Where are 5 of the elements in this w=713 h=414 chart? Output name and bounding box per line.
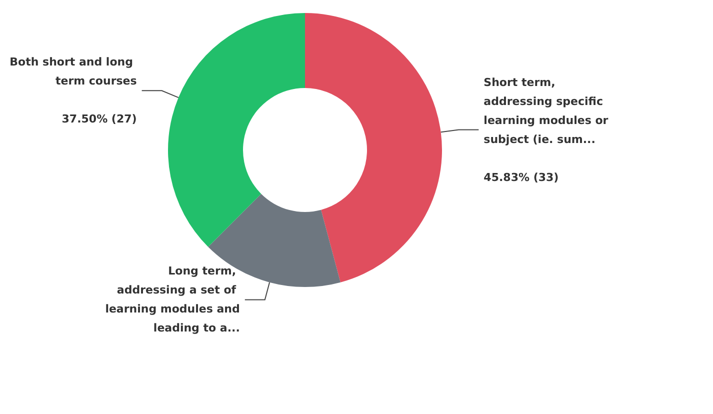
slice-label: Long term, addressing a set of learning modules and leading to a... <box>105 264 240 335</box>
data-label: 37.50% (27) <box>62 112 137 126</box>
slice-label: Short term, addressing specific learning modules or subject (ie. sum... <box>484 76 612 146</box>
slice-label: Both short and long term courses <box>10 56 138 88</box>
data-label: 45.83% (33) <box>484 170 559 184</box>
